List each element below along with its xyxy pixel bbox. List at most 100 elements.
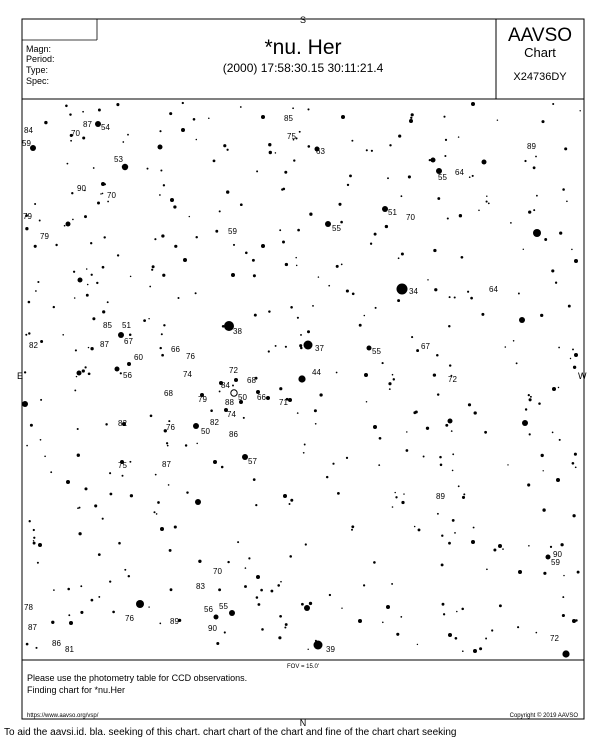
star-dot [231, 273, 235, 277]
star-dot [396, 632, 400, 636]
star-dot [53, 589, 55, 591]
star-dot [299, 344, 303, 348]
star-dot [28, 332, 31, 335]
star-dot [261, 628, 264, 631]
star-dot [351, 525, 355, 529]
star-dot [195, 138, 198, 141]
star-dot [410, 116, 413, 119]
star-dot [255, 503, 258, 507]
star-dot [44, 455, 46, 458]
star-dot [532, 166, 536, 170]
star-dot [391, 582, 394, 585]
star-dot [312, 304, 314, 307]
star-dot [298, 130, 301, 133]
star-dot [394, 491, 396, 494]
star-dot [25, 214, 28, 217]
star-dot [487, 202, 490, 205]
star-dot [560, 543, 564, 547]
star-dot [540, 453, 544, 458]
period-label: Period: [26, 54, 55, 64]
star-dot [571, 248, 573, 251]
comparison-star-label: 82 [29, 341, 38, 350]
star-dot [101, 517, 104, 520]
star-dot [196, 442, 198, 445]
star-dot [448, 325, 451, 328]
star-dot [146, 167, 149, 170]
star-dot [25, 227, 29, 231]
star-dot [400, 195, 403, 198]
star-dot [245, 251, 248, 255]
star-dot [467, 403, 472, 407]
star-dot [85, 293, 89, 297]
star-dot [232, 243, 236, 246]
comparison-star-label: 83 [196, 582, 205, 591]
star-dot [261, 115, 265, 119]
star-dot [493, 548, 497, 552]
star-dot [540, 313, 544, 318]
star-dot [101, 182, 105, 186]
star-dot [362, 584, 366, 587]
star-dot [571, 461, 575, 465]
star-dot [554, 281, 558, 284]
star-dot [25, 642, 29, 646]
star-dot [160, 169, 163, 172]
star-dot [84, 215, 87, 219]
star-dot [121, 474, 124, 477]
star-dot [313, 640, 323, 650]
star-dot [212, 159, 216, 163]
star-dot [444, 154, 447, 158]
star-dot [289, 555, 292, 558]
star-dot [76, 453, 80, 457]
star-dot [39, 438, 42, 441]
star-dot [470, 296, 473, 300]
star-dot [284, 623, 288, 626]
comparison-star-label: 55 [219, 602, 228, 611]
comparison-star-label: 74 [183, 370, 192, 379]
star-dot [181, 101, 184, 105]
star-dot [409, 119, 413, 123]
comparison-star-label: 63 [316, 147, 325, 156]
star-dot [307, 145, 311, 148]
comparison-star-label: 84 [24, 126, 33, 135]
star-dot [168, 420, 171, 423]
star-dot [397, 257, 400, 260]
star-dot [261, 244, 265, 248]
star-dot [381, 362, 384, 365]
star-dot [173, 525, 177, 529]
comparison-star-label: 44 [312, 368, 321, 377]
comparison-star-label: 70 [71, 129, 80, 138]
star-dot [552, 102, 555, 106]
star-dot [32, 528, 35, 532]
star-dot [177, 296, 180, 300]
star-dot [351, 528, 353, 531]
star-dot [184, 444, 188, 447]
star-dot [471, 174, 474, 177]
type-label: Type: [26, 65, 48, 75]
star-dot [95, 121, 101, 127]
star-dot [63, 224, 66, 227]
star-dot [448, 541, 451, 545]
star-dot [218, 588, 222, 592]
star-dot [436, 168, 442, 174]
comparison-star-label: 79 [198, 395, 207, 404]
star-dot [282, 240, 285, 244]
star-dot [92, 317, 96, 321]
star-dot [98, 595, 101, 598]
comparison-star-label: 90 [208, 624, 217, 633]
star-dot [128, 333, 132, 337]
comparison-star-label: 84 [221, 381, 230, 390]
star-dot [74, 349, 77, 352]
star-dot [52, 305, 55, 309]
star-dot [413, 525, 416, 528]
star-dot [417, 528, 421, 532]
star-dot [65, 104, 68, 108]
star-dot [100, 193, 102, 195]
star-dot [441, 602, 445, 606]
star-dot [522, 420, 528, 426]
star-dot [55, 243, 58, 247]
star-dot [302, 451, 305, 454]
star-dot [428, 158, 431, 162]
star-dot [103, 236, 106, 239]
star-dot [471, 540, 475, 544]
comparison-star-label: 57 [248, 457, 257, 466]
